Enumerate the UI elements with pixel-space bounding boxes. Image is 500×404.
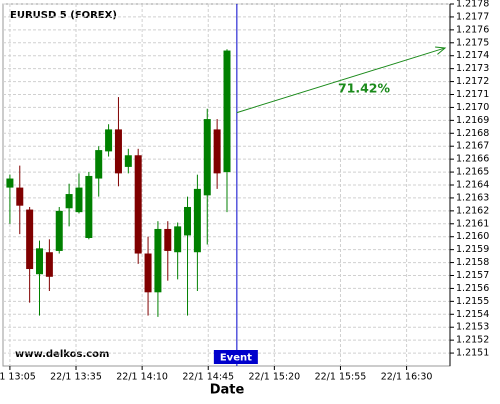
y-tick-label: 1.2175 bbox=[456, 37, 489, 48]
candle-body bbox=[134, 155, 142, 254]
y-tick-label: 1.2152 bbox=[456, 335, 489, 346]
candle-body bbox=[55, 210, 63, 251]
candle-body bbox=[26, 209, 34, 270]
candle-body bbox=[16, 187, 24, 206]
y-tick-label: 1.2170 bbox=[456, 102, 489, 113]
arrow-head bbox=[435, 46, 447, 55]
y-tick-label: 1.2171 bbox=[456, 89, 489, 100]
y-tick-label: 1.2151 bbox=[456, 348, 489, 359]
event-label: Event bbox=[220, 353, 252, 364]
candle-body bbox=[105, 129, 113, 152]
y-tick-label: 1.2155 bbox=[456, 296, 489, 307]
x-tick-label: 22/1 13:05 bbox=[0, 372, 36, 383]
candle-body bbox=[193, 188, 201, 253]
arrow bbox=[236, 47, 446, 114]
x-tick-label: 22/1 14:10 bbox=[116, 372, 168, 383]
candle-body bbox=[65, 194, 73, 209]
x-tick-label: 22/1 16:30 bbox=[381, 372, 433, 383]
y-tick-label: 1.2160 bbox=[456, 231, 489, 242]
y-tick-label: 1.2161 bbox=[456, 218, 489, 229]
candle-body bbox=[95, 150, 103, 179]
event-box bbox=[213, 350, 258, 364]
candle-body bbox=[154, 228, 162, 293]
x-tick-label: 22/1 14:45 bbox=[182, 372, 234, 383]
x-tick-label: 22/1 13:35 bbox=[50, 372, 102, 383]
candle-body bbox=[114, 129, 122, 174]
x-axis-label: Date bbox=[210, 383, 245, 398]
y-tick-label: 1.2164 bbox=[456, 180, 489, 191]
y-tick-label: 1.2154 bbox=[456, 309, 489, 320]
x-tick-label: 22/1 15:20 bbox=[248, 372, 300, 383]
y-tick-label: 1.2157 bbox=[456, 270, 489, 281]
y-tick-label: 1.2159 bbox=[456, 244, 489, 255]
x-tick-label: 22/1 15:55 bbox=[315, 372, 367, 383]
candle-body bbox=[85, 175, 93, 239]
y-tick-label: 1.2163 bbox=[456, 192, 489, 203]
y-tick-label: 1.2177 bbox=[456, 11, 489, 22]
y-tick-label: 1.2166 bbox=[456, 154, 489, 165]
y-tick-label: 1.2168 bbox=[456, 128, 489, 139]
candle-body bbox=[45, 252, 53, 277]
y-tick-label: 1.2176 bbox=[456, 24, 489, 35]
candle-body bbox=[36, 248, 44, 275]
candle-body bbox=[144, 253, 152, 293]
y-tick-label: 1.2162 bbox=[456, 205, 489, 216]
y-tick-label: 1.2174 bbox=[456, 50, 489, 61]
candle-body bbox=[223, 50, 231, 173]
arrow-label: 71.42% bbox=[338, 81, 391, 96]
y-tick-label: 1.2178 bbox=[456, 0, 489, 10]
y-tick-label: 1.2156 bbox=[456, 283, 489, 294]
y-tick-label: 1.2158 bbox=[456, 257, 489, 268]
chart-title: EURUSD 5 (FOREX) bbox=[10, 10, 117, 21]
y-tick-label: 1.2173 bbox=[456, 63, 489, 74]
candle-body bbox=[213, 129, 221, 174]
candle-body bbox=[184, 206, 192, 236]
y-tick-label: 1.2165 bbox=[456, 167, 489, 178]
candle-body bbox=[174, 226, 182, 253]
candle-body bbox=[124, 155, 132, 167]
y-tick-label: 1.2169 bbox=[456, 115, 489, 126]
candle-body bbox=[75, 187, 83, 213]
y-tick-label: 1.2153 bbox=[456, 322, 489, 333]
candle-body bbox=[203, 119, 211, 196]
y-tick-label: 1.2172 bbox=[456, 76, 489, 87]
y-tick-label: 1.2167 bbox=[456, 141, 489, 152]
watermark: www.delkos.com bbox=[15, 349, 109, 360]
candle-body bbox=[6, 178, 14, 188]
candle-body bbox=[164, 228, 172, 251]
